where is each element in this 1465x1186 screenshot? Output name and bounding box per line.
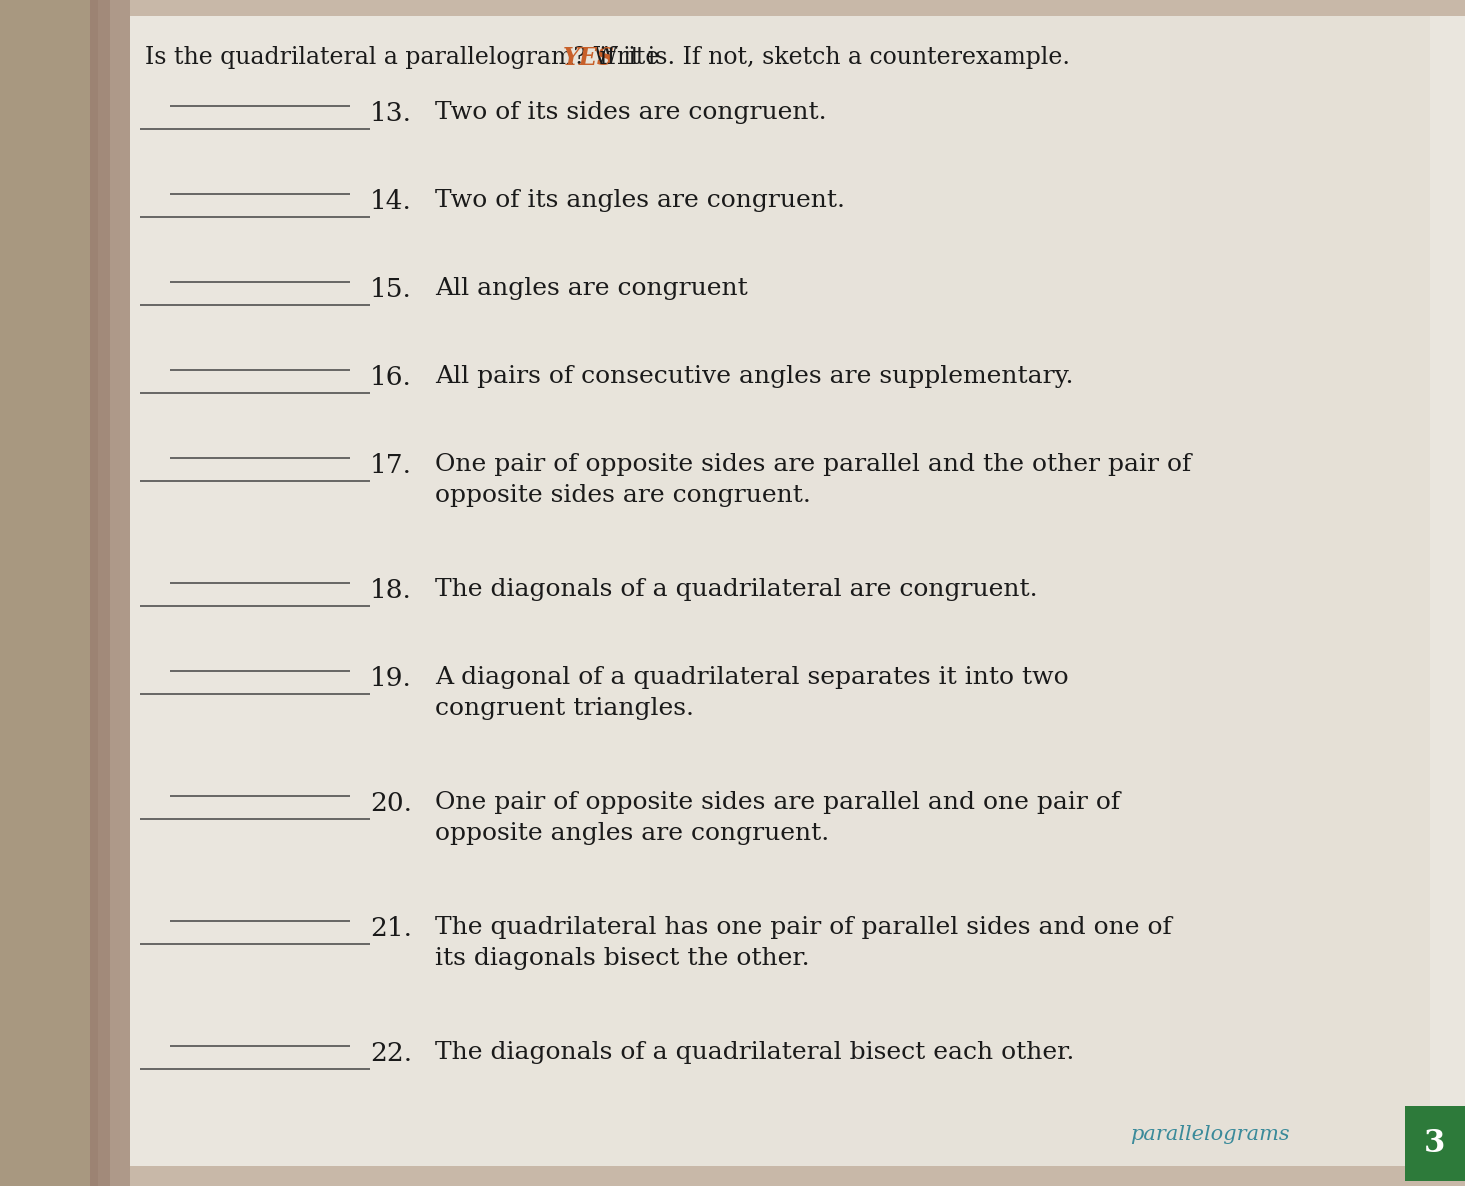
Text: Is the quadrilateral a parallelogram? Write: Is the quadrilateral a parallelogram? Wr…: [145, 46, 667, 69]
Text: 20.: 20.: [371, 791, 412, 816]
Bar: [89, 0, 98, 1186]
Text: 3: 3: [1424, 1129, 1446, 1160]
Text: One pair of opposite sides are parallel and one pair of
opposite angles are cong: One pair of opposite sides are parallel …: [435, 791, 1121, 846]
Bar: [779, 15, 910, 1166]
Text: 16.: 16.: [371, 365, 412, 390]
Text: All angles are congruent: All angles are congruent: [435, 278, 747, 300]
Text: 15.: 15.: [371, 278, 412, 302]
Text: 18.: 18.: [371, 578, 412, 602]
Text: Two of its sides are congruent.: Two of its sides are congruent.: [435, 101, 826, 125]
Bar: [1299, 15, 1430, 1166]
Text: The diagonals of a quadrilateral bisect each other.: The diagonals of a quadrilateral bisect …: [435, 1041, 1074, 1064]
Bar: [520, 15, 650, 1166]
Text: All pairs of consecutive angles are supplementary.: All pairs of consecutive angles are supp…: [435, 365, 1074, 388]
Text: parallelograms: parallelograms: [1131, 1126, 1291, 1144]
Text: 19.: 19.: [371, 667, 412, 691]
Bar: [390, 15, 520, 1166]
Bar: [1405, 1107, 1465, 1181]
Text: Two of its angles are congruent.: Two of its angles are congruent.: [435, 189, 845, 212]
Bar: [89, 0, 130, 1186]
Text: The diagonals of a quadrilateral are congruent.: The diagonals of a quadrilateral are con…: [435, 578, 1037, 601]
Bar: [650, 15, 779, 1166]
Bar: [910, 15, 1040, 1166]
Text: A diagonal of a quadrilateral separates it into two
congruent triangles.: A diagonal of a quadrilateral separates …: [435, 667, 1068, 720]
Text: 14.: 14.: [371, 189, 412, 213]
Bar: [1040, 15, 1171, 1166]
Bar: [130, 15, 259, 1166]
Text: The quadrilateral has one pair of parallel sides and one of
its diagonals bisect: The quadrilateral has one pair of parall…: [435, 916, 1172, 970]
Bar: [0, 0, 89, 1186]
Text: 17.: 17.: [371, 453, 412, 478]
Bar: [259, 15, 390, 1166]
Text: One pair of opposite sides are parallel and the other pair of
opposite sides are: One pair of opposite sides are parallel …: [435, 453, 1191, 508]
Text: if it is. If not, sketch a counterexample.: if it is. If not, sketch a counterexampl…: [592, 46, 1069, 69]
Bar: [89, 0, 110, 1186]
Text: 21.: 21.: [371, 916, 412, 940]
Text: YES: YES: [563, 46, 615, 70]
Bar: [1171, 15, 1299, 1166]
Text: 13.: 13.: [371, 101, 412, 126]
Text: 22.: 22.: [371, 1041, 412, 1066]
